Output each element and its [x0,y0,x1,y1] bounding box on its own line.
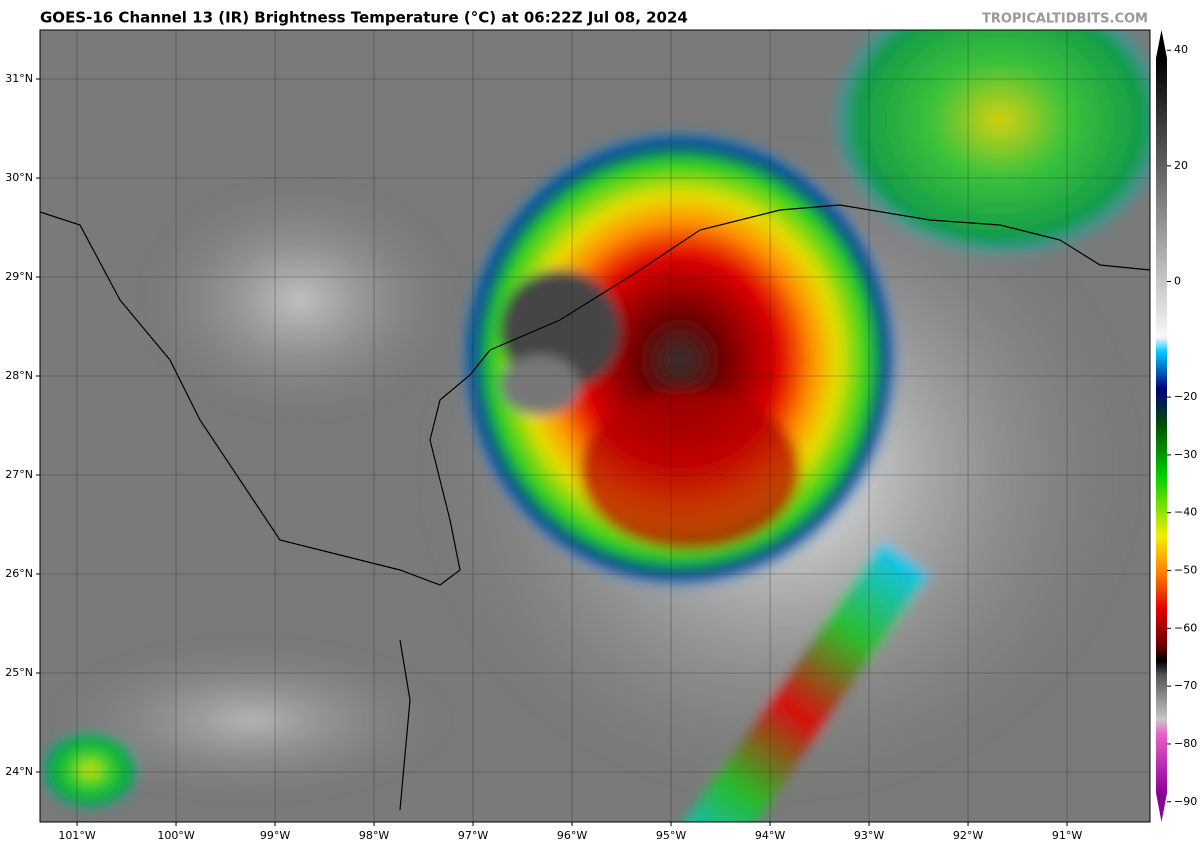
credit: TROPICALTIDBITS.COM [982,12,1148,27]
lat-tick-label: 29°N [5,270,33,283]
coastline [489,204,1150,351]
colorbar-tick-label: 0 [1174,274,1181,287]
lon-tick-label: 91°W [1052,829,1082,842]
lon-tick-label: 93°W [854,829,884,842]
colorbar [1156,58,1167,793]
lat-tick-label: 31°N [5,72,33,85]
lon-tick-label: 99°W [260,829,290,842]
colorbar-extend [1156,30,1167,58]
colorbar-tick-label: −30 [1174,448,1197,461]
lon-tick-label: 94°W [755,829,785,842]
lon-tick-label: 96°W [557,829,587,842]
lat-tick-label: 26°N [5,567,33,580]
lat-tick-label: 28°N [5,369,33,382]
lon-tick-label: 101°W [58,829,95,842]
title: GOES-16 Channel 13 (IR) Brightness Tempe… [40,9,688,27]
lon-tick-label: 97°W [458,829,488,842]
colorbar-tick-label: −60 [1174,621,1197,634]
colorbar-tick-label: −80 [1174,737,1197,750]
colorbar-tick-label: −70 [1174,679,1197,692]
colorbar-tick-label: −50 [1174,564,1197,577]
lon-tick-label: 92°W [953,829,983,842]
lat-tick-label: 27°N [5,468,33,481]
map-frame [39,29,1151,823]
colorbar-tick-label: 20 [1174,159,1188,172]
lat-tick-label: 24°N [5,765,33,778]
lat-tick-label: 30°N [5,171,33,184]
lon-tick-label: 100°W [157,829,194,842]
colorbar-tick-label: −90 [1174,795,1197,808]
lon-tick-label: 98°W [359,829,389,842]
colorbar-tick-label: 40 [1174,43,1188,56]
lat-tick-label: 25°N [5,666,33,679]
satellite-image [40,30,1150,822]
colorbar-extend [1156,793,1167,822]
colorbar-tick-label: −20 [1174,390,1197,403]
coastline [40,211,491,811]
lon-tick-label: 95°W [656,829,686,842]
colorbar-tick-label: −40 [1174,506,1197,519]
